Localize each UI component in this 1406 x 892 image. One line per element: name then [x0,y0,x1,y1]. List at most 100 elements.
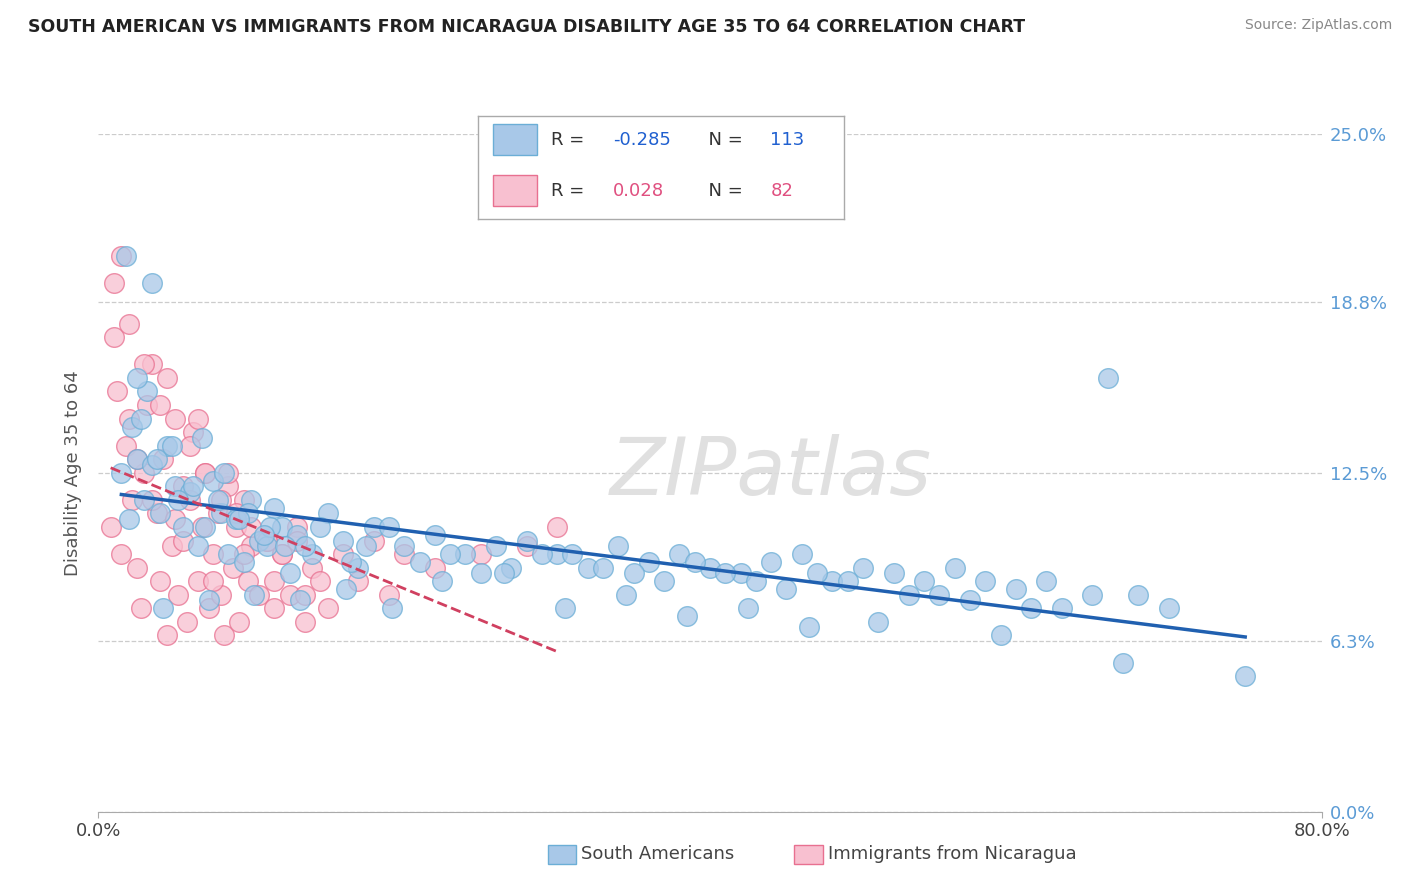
Text: South Americans: South Americans [581,845,734,863]
Point [959,593,981,607]
Point [240,492,263,507]
Point [309,574,332,589]
Point [105,384,128,399]
Point [270,547,294,561]
Point [897,588,920,602]
Point [118,317,141,331]
Point [290,593,312,607]
Point [263,501,285,516]
Y-axis label: Disability Age 35 to 64: Disability Age 35 to 64 [65,370,83,575]
Text: R =: R = [551,182,591,200]
Point [160,539,183,553]
Point [790,547,813,561]
Point [270,520,294,534]
Point [256,533,278,548]
Point [775,582,797,597]
Point [554,601,576,615]
Point [516,539,538,553]
Point [699,560,721,574]
Point [1112,656,1135,670]
Point [837,574,859,589]
Point [136,384,159,399]
Point [354,539,377,553]
Point [683,555,706,569]
Point [136,398,159,412]
Point [103,276,125,290]
Point [883,566,905,580]
Point [247,533,270,548]
Bar [492,124,537,155]
Point [197,593,219,607]
Point [821,574,844,589]
Point [668,547,690,561]
Point [118,512,141,526]
Point [316,507,339,521]
Point [225,507,247,521]
Point [259,520,281,534]
Point [125,371,148,385]
Text: R =: R = [551,130,591,149]
Point [928,588,950,602]
Point [103,330,125,344]
Point [614,588,637,602]
Point [263,601,285,615]
Point [1081,588,1104,602]
Point [423,560,446,574]
Point [501,560,523,574]
Point [163,411,186,425]
Text: SOUTH AMERICAN VS IMMIGRANTS FROM NICARAGUA DISABILITY AGE 35 TO 64 CORRELATION : SOUTH AMERICAN VS IMMIGRANTS FROM NICARA… [28,18,1025,36]
Text: Immigrants from Nicaragua: Immigrants from Nicaragua [828,845,1077,863]
Point [149,398,172,412]
Point [194,520,217,534]
Point [714,566,737,580]
Point [561,547,583,561]
Point [1157,601,1180,615]
Point [115,249,138,263]
Point [278,588,301,602]
Point [737,601,759,615]
Point [294,588,316,602]
Point [423,528,446,542]
Point [332,547,354,561]
Point [217,479,239,493]
Point [247,588,270,602]
Text: 113: 113 [770,130,804,149]
Point [207,507,229,521]
Point [1097,371,1119,385]
Point [129,601,152,615]
Point [943,560,966,574]
Point [194,466,217,480]
Point [141,357,163,371]
Point [115,439,138,453]
Point [252,528,274,542]
Point [160,439,183,453]
Point [125,452,148,467]
Text: 82: 82 [770,182,793,200]
Point [392,547,416,561]
Point [363,520,385,534]
Point [118,411,141,425]
Point [202,474,225,488]
Point [974,574,997,589]
Point [347,560,370,574]
Point [191,430,214,444]
Point [209,507,232,521]
Point [576,560,599,574]
Point [209,492,232,507]
Point [381,601,404,615]
Point [152,601,174,615]
Point [232,547,254,561]
Point [202,574,225,589]
Point [263,574,285,589]
Point [179,492,201,507]
Point [212,628,235,642]
Point [212,466,235,480]
Point [187,539,209,553]
Point [799,620,821,634]
Point [228,512,250,526]
Point [256,539,278,553]
Point [316,601,339,615]
Bar [492,176,537,206]
Point [492,566,515,580]
Point [222,560,245,574]
